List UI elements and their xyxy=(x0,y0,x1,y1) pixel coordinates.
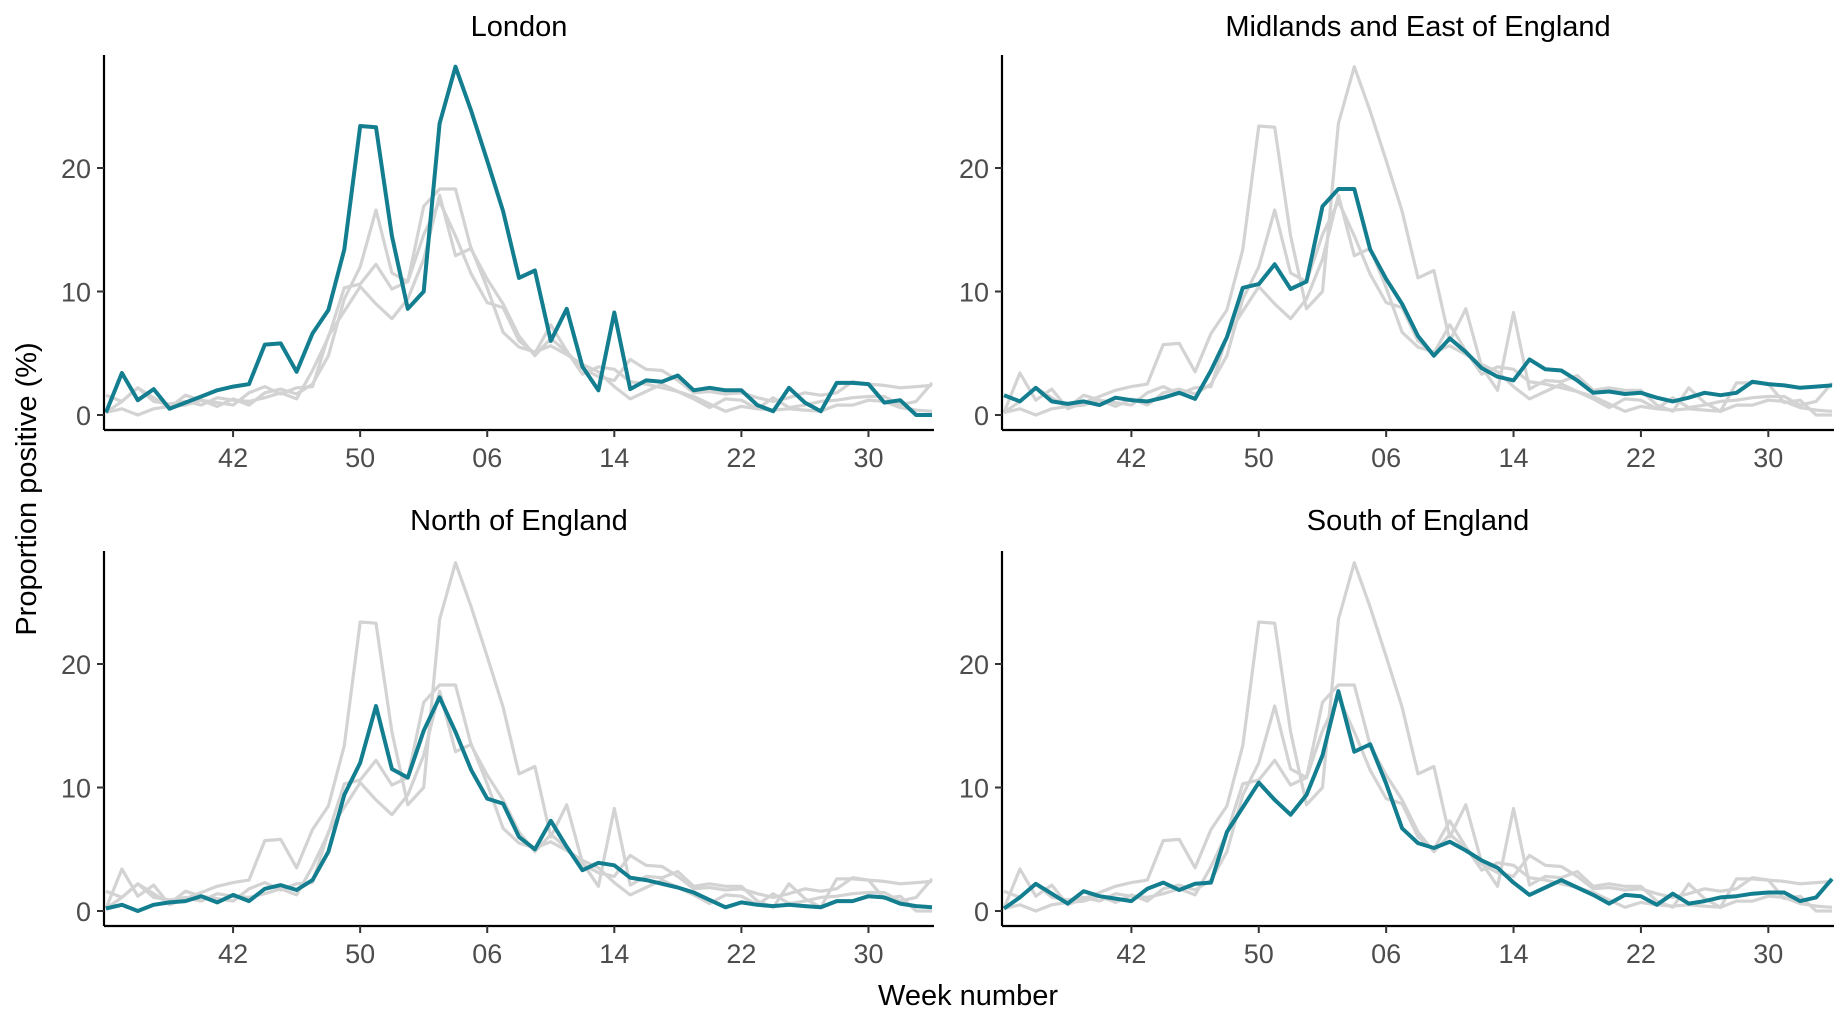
x-tick-label: 30 xyxy=(853,443,883,473)
background-series-line xyxy=(1002,561,1832,913)
panel-title: Midlands and East of England xyxy=(1225,11,1610,43)
x-axis-label: Week number xyxy=(878,980,1058,1012)
x-tick-label: 30 xyxy=(1753,443,1783,473)
panel-1: London 0 10 20 42 50 06 14 22 30 xyxy=(61,11,934,473)
x-tick-label: 14 xyxy=(599,443,629,473)
x-tick-label: 50 xyxy=(1244,939,1274,969)
x-tick-label: 30 xyxy=(853,939,883,969)
panel-title: South of England xyxy=(1307,505,1530,537)
y-axis-label: Proportion positive (%) xyxy=(11,342,43,635)
x-tick-label: 50 xyxy=(1244,443,1274,473)
background-series-line xyxy=(1003,193,1834,414)
x-tick-label: 42 xyxy=(218,443,248,473)
background-series-line xyxy=(1002,65,1832,417)
y-tick-label: 20 xyxy=(61,154,91,184)
background-series-line xyxy=(105,689,934,910)
x-tick-label: 22 xyxy=(726,443,756,473)
panel-title: North of England xyxy=(410,505,628,537)
y-tick-label: 10 xyxy=(959,774,989,804)
panel-2: Midlands and East of England 0 10 20 42 50 06 1… xyxy=(959,11,1834,473)
x-tick-label: 14 xyxy=(1499,443,1529,473)
background-series-line xyxy=(1003,683,1833,903)
x-tick-label: 30 xyxy=(1753,939,1783,969)
panel-title: London xyxy=(471,11,568,43)
x-tick-label: 42 xyxy=(218,939,248,969)
x-tick-label: 22 xyxy=(1626,939,1656,969)
background-series-line xyxy=(105,199,933,417)
highlighted-series-line xyxy=(105,695,933,913)
y-tick-label: 10 xyxy=(61,278,91,308)
highlighted-series-line xyxy=(1002,689,1834,911)
highlighted-series-line xyxy=(1003,187,1833,408)
background-series-line xyxy=(105,187,933,407)
y-tick-label: 10 xyxy=(61,774,91,804)
y-tick-label: 10 xyxy=(959,278,989,308)
y-tick-label: 20 xyxy=(959,650,989,680)
y-tick-label: 0 xyxy=(76,401,91,431)
x-tick-label: 06 xyxy=(1371,939,1401,969)
panel-4: South of England 0 10 20 42 50 06 14 22 30 xyxy=(959,505,1834,969)
x-tick-label: 06 xyxy=(472,443,502,473)
background-series-line xyxy=(105,193,934,414)
x-tick-label: 22 xyxy=(726,939,756,969)
y-tick-label: 20 xyxy=(959,154,989,184)
x-tick-label: 50 xyxy=(345,443,375,473)
x-tick-label: 22 xyxy=(1626,443,1656,473)
x-tick-label: 42 xyxy=(1116,443,1146,473)
y-tick-label: 0 xyxy=(974,401,989,431)
y-tick-label: 0 xyxy=(974,897,989,927)
background-series-line xyxy=(1003,695,1833,913)
x-tick-label: 14 xyxy=(1499,939,1529,969)
background-series-line xyxy=(1003,199,1833,417)
x-tick-label: 14 xyxy=(599,939,629,969)
background-series-line xyxy=(105,683,933,903)
y-tick-label: 0 xyxy=(76,897,91,927)
x-tick-label: 06 xyxy=(472,939,502,969)
background-series-line xyxy=(104,561,932,913)
x-tick-label: 06 xyxy=(1371,443,1401,473)
x-tick-label: 42 xyxy=(1116,939,1146,969)
highlighted-series-line xyxy=(104,64,932,417)
y-tick-label: 20 xyxy=(61,650,91,680)
x-tick-label: 50 xyxy=(345,939,375,969)
panel-3: North of England 0 10 20 42 50 06 14 22 30 xyxy=(61,505,934,969)
